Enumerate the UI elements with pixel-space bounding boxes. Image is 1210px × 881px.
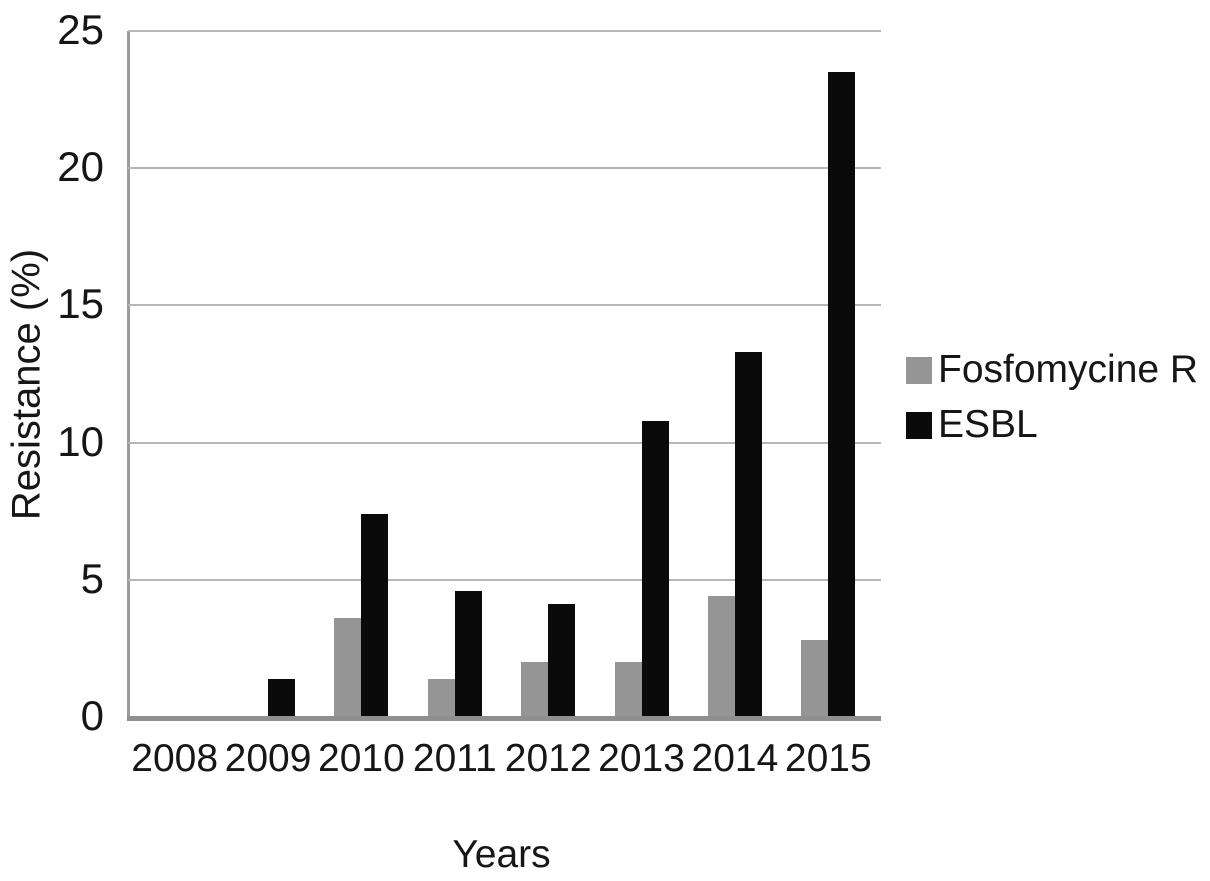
bar-groups	[128, 31, 875, 717]
bar-esbl-2015	[828, 72, 856, 717]
legend-swatch-icon	[906, 356, 932, 384]
legend-label: ESBL	[938, 403, 1038, 446]
chart-legend: Fosfomycine R ESBL	[906, 348, 1198, 458]
legend-swatch-icon	[906, 411, 932, 439]
x-tick-label-2014: 2014	[691, 737, 779, 780]
x-axis-title: Years	[452, 833, 551, 876]
y-axis-line	[127, 31, 130, 719]
gridline-10	[128, 441, 881, 444]
gridline-15	[128, 304, 881, 307]
plot-area	[128, 30, 881, 717]
bar-fosfomycine-r-2015	[801, 640, 829, 717]
bar-group-2014	[688, 31, 781, 717]
bar-group-2013	[595, 31, 688, 717]
x-tick-label-2010: 2010	[318, 737, 405, 780]
bar-esbl-2012	[548, 604, 576, 717]
x-tick-label-2015: 2015	[784, 737, 872, 780]
legend-item-fosfomycine-r: Fosfomycine R	[906, 348, 1198, 392]
y-tick-label-0: 0	[80, 692, 104, 740]
x-tick-label-2008: 2008	[131, 737, 219, 780]
y-tick-label-10: 10	[57, 417, 104, 465]
legend-label: Fosfomycine R	[938, 348, 1199, 391]
bar-esbl-2013	[641, 421, 669, 717]
bar-fosfomycine-r-2011	[427, 679, 455, 717]
x-tick-label-2011: 2011	[412, 737, 497, 780]
bar-group-2012	[502, 31, 595, 717]
bar-esbl-2011	[454, 591, 482, 717]
y-tick-label-20: 20	[57, 143, 104, 191]
bar-group-2009	[221, 31, 314, 717]
x-tick-label-2009: 2009	[224, 737, 312, 780]
x-axis-tick-labels: 2008 2009 2010 2011 2012 2013 2014 2015	[128, 737, 875, 781]
gridline-25	[128, 30, 881, 32]
bar-group-2008	[128, 31, 221, 717]
bar-esbl-2009	[268, 679, 296, 717]
bar-fosfomycine-r-2013	[614, 662, 642, 717]
y-tick-label-15: 15	[57, 280, 104, 328]
y-tick-label-5: 5	[80, 554, 104, 602]
y-tick-label-25: 25	[57, 6, 104, 54]
bar-fosfomycine-r-2014	[707, 596, 735, 717]
x-tick-label-2012: 2012	[504, 737, 592, 780]
bar-fosfomycine-r-2012	[521, 662, 549, 717]
bar-group-2011	[408, 31, 501, 717]
legend-item-esbl: ESBL	[906, 403, 1198, 447]
bar-esbl-2014	[734, 352, 762, 717]
y-axis-tick-labels: 0 5 10 15 20 25	[0, 0, 106, 881]
bar-esbl-2010	[361, 514, 389, 717]
bar-group-2010	[315, 31, 408, 717]
bar-group-2015	[782, 31, 875, 717]
x-tick-label-2013: 2013	[598, 737, 685, 780]
bar-fosfomycine-r-2010	[334, 618, 362, 717]
gridline-20	[128, 167, 881, 170]
x-axis-line	[127, 716, 881, 721]
gridline-5	[128, 578, 881, 581]
